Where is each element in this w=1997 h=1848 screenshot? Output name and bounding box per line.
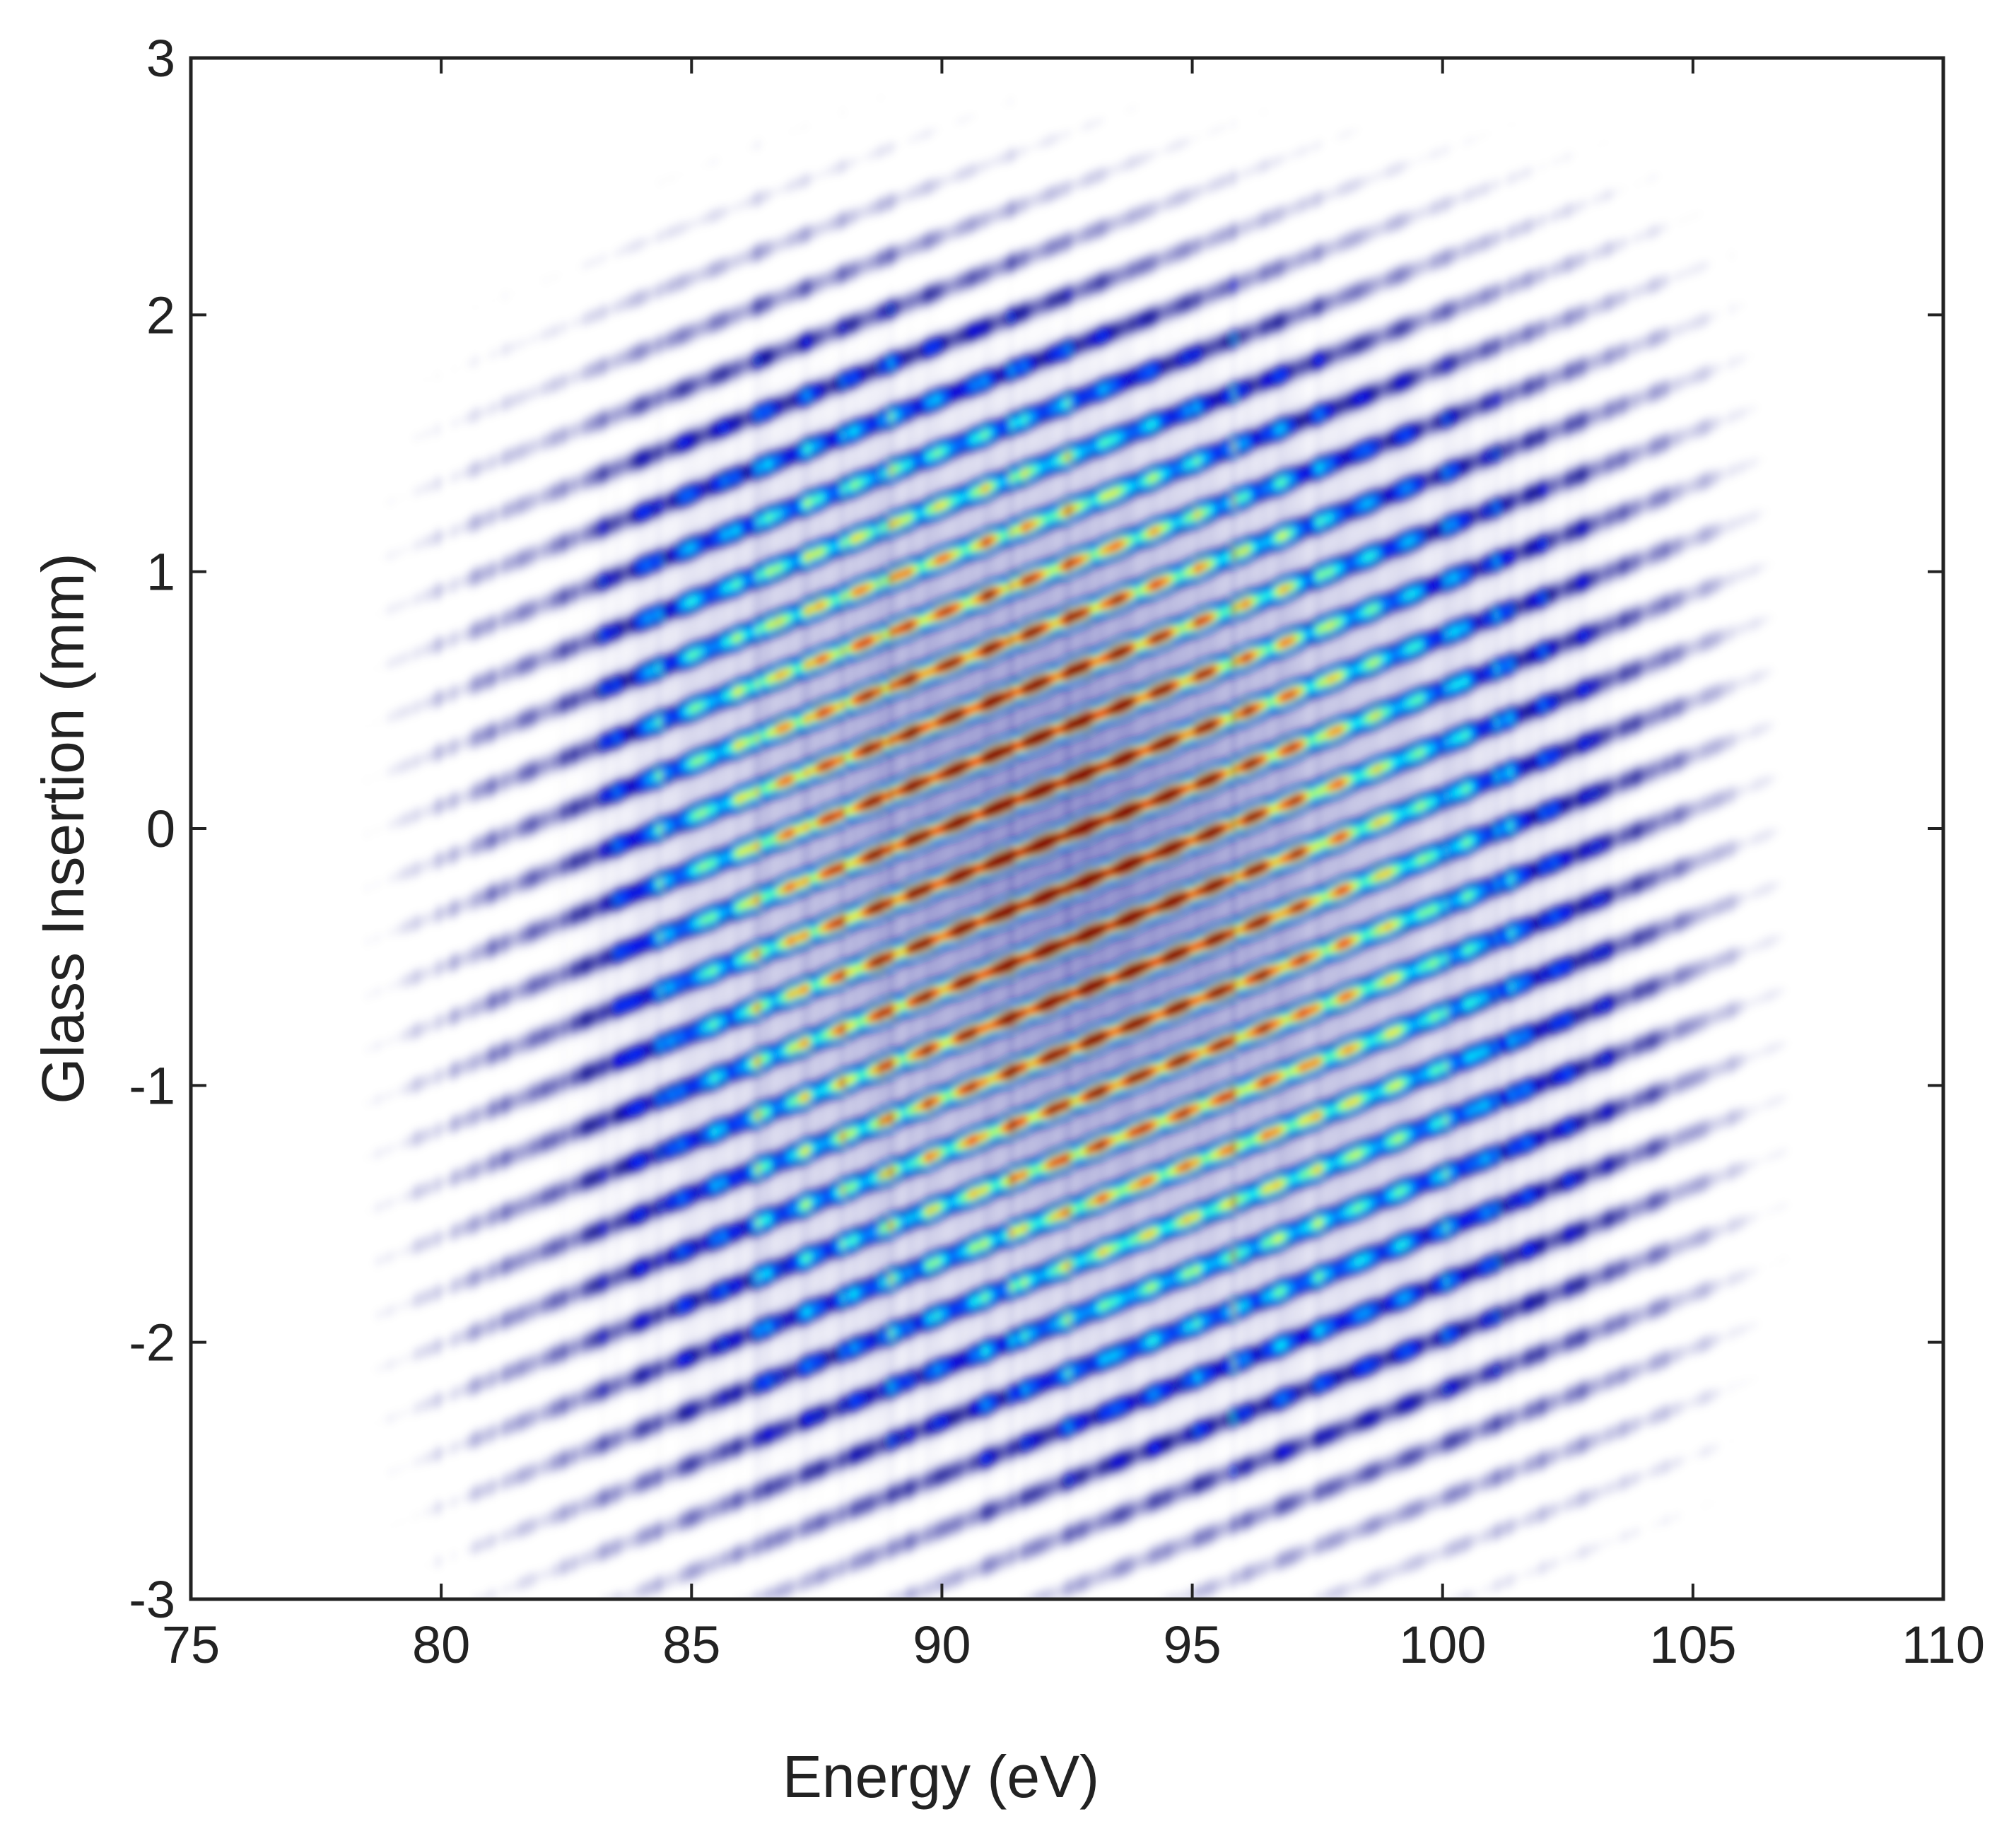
y-tick-label: 2 [146,286,175,344]
heatmap-image [191,58,1943,1599]
y-axis: -3 -2 -1 0 1 2 3 [129,29,1943,1629]
y-tick-label: -2 [129,1314,175,1372]
y-tick-label: -1 [129,1056,175,1115]
x-tick-label: 85 [662,1615,720,1674]
x-tick-label: 105 [1649,1615,1736,1674]
x-tick-label: 80 [412,1615,470,1674]
y-axis-title: Glass Insertion (mm) [30,553,96,1104]
x-tick-label: 75 [162,1615,220,1674]
y-tick-label: 3 [146,29,175,88]
x-tick-label: 110 [1902,1615,1985,1674]
x-tick-label: 95 [1163,1615,1221,1674]
y-tick-label: 1 [146,543,175,602]
x-axis: 75 80 85 90 95 100 105 110 [162,58,1985,1674]
x-tick-label: 100 [1399,1615,1486,1674]
x-axis-title: Energy (eV) [783,1743,1099,1810]
y-tick-label: 0 [146,800,175,858]
y-tick-label: -3 [129,1570,175,1629]
x-tick-label: 90 [913,1615,971,1674]
